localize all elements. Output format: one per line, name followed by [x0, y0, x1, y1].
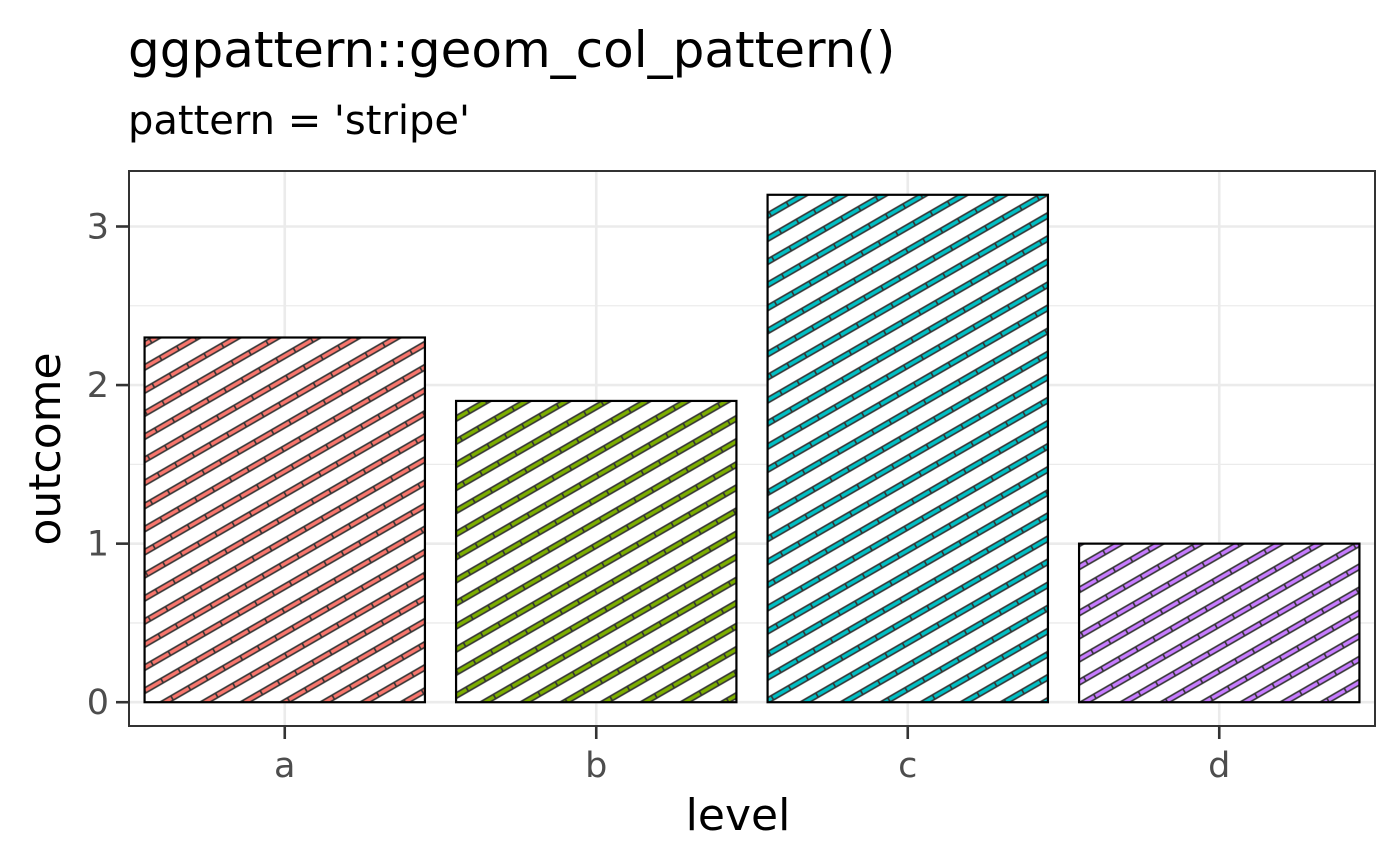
chart-subtitle: pattern = 'stripe': [128, 98, 470, 144]
x-axis: a b c d: [274, 726, 1230, 786]
x-tick-label: b: [585, 746, 607, 786]
x-axis-title: level: [686, 790, 791, 841]
bars: [143, 193, 1361, 704]
x-tick-label: c: [898, 746, 917, 786]
panel-border: [128, 170, 1376, 727]
x-tick-label: d: [1208, 746, 1230, 786]
y-tick-label: 2: [87, 366, 109, 406]
x-tick-label: a: [274, 746, 295, 786]
bar-b: [454, 399, 738, 704]
y-axis: 0 1 2 3: [87, 208, 129, 723]
y-tick-label: 3: [87, 208, 109, 248]
y-tick-label: 1: [87, 525, 109, 565]
bar-a: [143, 336, 427, 704]
bar-d: [1077, 542, 1361, 704]
y-tick-label: 0: [87, 683, 109, 723]
chart-title: ggpattern::geom_col_pattern(): [128, 21, 895, 79]
bar-c: [766, 193, 1050, 704]
y-axis-title: outcome: [20, 352, 71, 545]
